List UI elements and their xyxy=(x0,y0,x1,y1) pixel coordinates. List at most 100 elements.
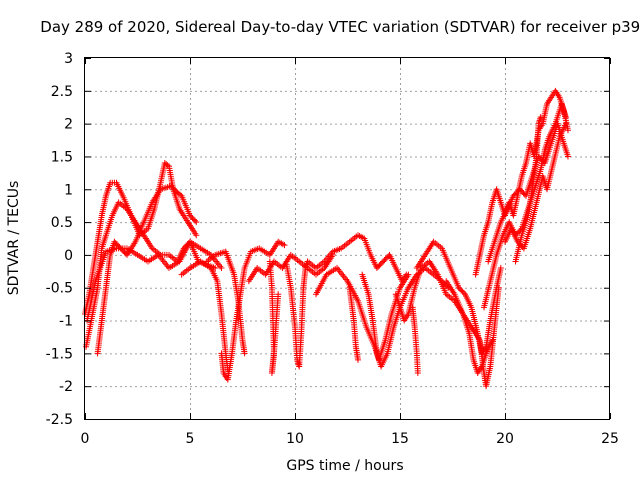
y-tick-label: -2 xyxy=(59,379,73,395)
data-point xyxy=(111,238,118,245)
data-point xyxy=(565,127,571,134)
y-axis-label: SDTVAR / TECUs xyxy=(6,181,22,296)
data-point xyxy=(539,157,546,164)
data-point xyxy=(218,265,225,272)
data-point xyxy=(520,190,527,197)
y-tick-labels: -2.5 -2 -1.5 -1 -0.5 0 0.5 1 1.5 2 2.5 3 xyxy=(46,51,73,428)
data-point xyxy=(189,215,196,222)
data-point xyxy=(275,291,282,298)
data-markers xyxy=(82,87,571,390)
data-point xyxy=(538,156,545,163)
data-point xyxy=(112,240,119,247)
data-point xyxy=(241,350,248,357)
data-point xyxy=(171,186,178,193)
marker-trace xyxy=(82,160,200,317)
x-axis-label: GPS time / hours xyxy=(286,458,403,474)
data-point xyxy=(192,217,199,224)
data-point xyxy=(376,262,383,269)
data-point xyxy=(562,120,569,127)
data-point xyxy=(381,257,388,264)
data-point xyxy=(517,226,524,233)
plot-frame xyxy=(84,57,610,420)
data-point xyxy=(190,216,197,223)
data-point xyxy=(118,246,125,253)
x-tick-labels: 0 5 10 15 20 25 xyxy=(81,431,619,447)
x-tick-label: 10 xyxy=(286,431,304,447)
y-tick-label: 1.5 xyxy=(51,149,73,165)
data-point xyxy=(380,258,387,265)
y-tick-label: -1.5 xyxy=(46,346,73,362)
marker-trace xyxy=(218,238,288,383)
marker-trace xyxy=(266,258,282,377)
data-point xyxy=(187,212,193,219)
data-point xyxy=(378,259,385,266)
data-point xyxy=(519,188,526,195)
data-point xyxy=(457,286,464,293)
marker-trace xyxy=(245,251,336,285)
data-point xyxy=(193,219,200,226)
data-point xyxy=(458,287,465,294)
marker-trace xyxy=(472,87,571,278)
marker-trace xyxy=(83,199,219,350)
data-point xyxy=(355,356,361,363)
data-point xyxy=(116,244,123,251)
data-point xyxy=(373,265,380,272)
axis-ticks xyxy=(85,58,611,420)
grid-lines xyxy=(85,58,610,419)
data-point xyxy=(414,370,421,377)
data-point xyxy=(460,289,467,296)
data-point xyxy=(511,191,518,198)
data-point xyxy=(170,185,177,192)
y-tick-label: 1 xyxy=(64,182,73,198)
marker-trace xyxy=(409,304,421,377)
y-tick-label: -2.5 xyxy=(46,412,73,428)
data-point xyxy=(497,265,504,272)
data-point xyxy=(537,114,544,121)
data-point xyxy=(512,190,519,197)
marker-trace xyxy=(502,120,569,252)
y-tick-label: 2.5 xyxy=(51,84,73,100)
data-point xyxy=(375,263,382,270)
data-point xyxy=(164,162,171,169)
data-point xyxy=(536,154,543,161)
x-tick-label: 25 xyxy=(601,431,619,447)
data-point xyxy=(168,182,175,189)
data-point xyxy=(188,213,195,220)
data-point xyxy=(383,254,390,261)
data-point xyxy=(281,242,288,249)
chart-title: Day 289 of 2020, Sidereal Day-to-day VTE… xyxy=(40,18,640,36)
data-point xyxy=(489,337,496,344)
marker-trace xyxy=(283,258,311,370)
x-tick-label: 20 xyxy=(496,431,514,447)
data-point xyxy=(405,271,412,278)
marker-trace xyxy=(485,120,571,265)
marker-trace xyxy=(304,232,410,285)
x-tick-label: 0 xyxy=(81,431,90,447)
marker-trace xyxy=(443,278,496,377)
marker-trace xyxy=(512,114,544,265)
data-point xyxy=(510,192,517,199)
marker-trace xyxy=(84,238,225,324)
data-point xyxy=(514,188,521,195)
marker-trace xyxy=(346,284,361,363)
data-point xyxy=(517,187,524,194)
x-tick-label: 15 xyxy=(391,431,409,447)
y-tick-label: 0 xyxy=(64,248,73,264)
data-point xyxy=(455,284,462,291)
data-point xyxy=(177,191,184,198)
data-point xyxy=(459,288,466,295)
y-tick-label: -1 xyxy=(59,314,73,330)
data-point xyxy=(193,232,200,239)
marker-trace xyxy=(413,238,504,357)
y-tick-label: 0.5 xyxy=(51,215,73,231)
data-point xyxy=(377,261,384,268)
y-tick-label: -0.5 xyxy=(46,281,73,297)
y-tick-label: 2 xyxy=(64,117,73,133)
marker-trace xyxy=(94,182,200,357)
x-tick-label: 5 xyxy=(186,431,195,447)
marker-trace xyxy=(359,265,452,370)
y-tick-label: 3 xyxy=(64,51,73,67)
data-point xyxy=(169,184,176,191)
data-point xyxy=(565,153,571,160)
